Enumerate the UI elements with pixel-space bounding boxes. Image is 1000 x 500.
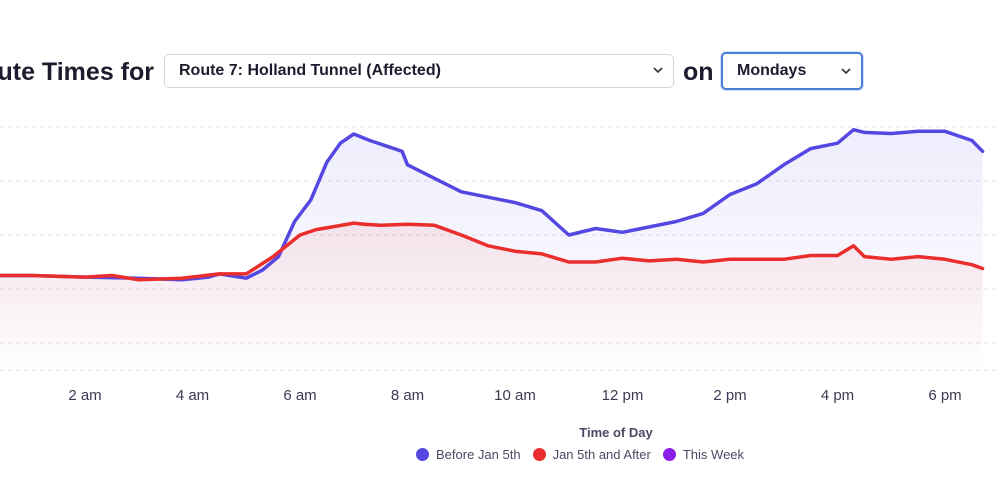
page-title: ute Times for [0, 58, 154, 86]
chevron-down-icon [653, 67, 663, 74]
legend-label: Jan 5th and After [552, 447, 651, 462]
header-bar: ute Times for Route 7: Holland Tunnel (A… [0, 52, 1000, 91]
series-line [0, 221, 985, 282]
legend-item-this-week[interactable]: This Week [662, 447, 745, 462]
x-axis-title: Time of Day [579, 425, 653, 440]
route-select[interactable]: Route 7: Holland Tunnel (Affected) [164, 54, 674, 88]
x-tick-label: 2 am [68, 387, 101, 404]
x-tick-label: 6 am [283, 387, 316, 404]
x-tick-label: 4 pm [821, 387, 854, 404]
legend-label: This Week [682, 447, 745, 462]
day-select[interactable]: Mondays [721, 52, 863, 90]
day-select-value: Mondays [737, 62, 807, 79]
chart-legend: Before Jan 5th Jan 5th and After This We… [416, 447, 744, 462]
legend-label: Before Jan 5th [436, 447, 521, 462]
title-connector: on [683, 58, 714, 86]
x-tick-label: 2 pm [713, 387, 746, 404]
legend-swatch [416, 448, 429, 461]
x-tick-label: 6 pm [928, 387, 961, 404]
route-select-value: Route 7: Holland Tunnel (Affected) [179, 62, 441, 79]
chevron-down-icon [841, 68, 851, 75]
x-tick-label: 10 am [494, 387, 536, 404]
x-tick-label: 12 pm [602, 387, 644, 404]
x-tick-label: 8 am [391, 387, 424, 404]
legend-item-after[interactable]: Jan 5th and After [532, 447, 651, 462]
legend-swatch [662, 448, 676, 461]
legend-swatch [532, 448, 546, 461]
series-line [0, 127, 985, 282]
legend-item-before[interactable]: Before Jan 5th [416, 447, 521, 462]
x-tick-label: 4 am [176, 387, 209, 404]
